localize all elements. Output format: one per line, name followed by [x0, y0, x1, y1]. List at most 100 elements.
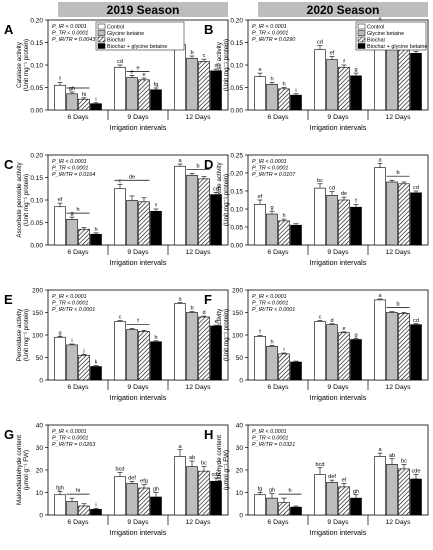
legend-label: Biochar	[107, 38, 125, 44]
x-tick-label: 12 Days	[186, 384, 212, 391]
stats-text: P_IR < 0.0001	[52, 429, 87, 435]
significance-letter: g	[58, 330, 61, 336]
bar	[198, 178, 210, 246]
bar	[398, 468, 410, 516]
legend-label: Biochar + glycine betaine	[107, 44, 167, 50]
legend-label: Biochar	[367, 38, 385, 44]
legend-swatch	[357, 36, 366, 43]
panel-letter: F	[204, 292, 212, 307]
x-tick-label: 9 Days	[327, 114, 349, 121]
significance-letter: cde	[211, 472, 220, 478]
y-tick-label: 0.15	[230, 40, 243, 47]
x-tick-label: 9 Days	[327, 519, 349, 526]
significance-letter: d	[214, 63, 217, 69]
significance-letter: a	[378, 17, 382, 23]
x-tick-label: 12 Days	[386, 249, 412, 256]
x-axis-label: Irrigation intervals	[310, 123, 367, 132]
bar	[266, 345, 278, 381]
y-tick-label: 30	[36, 445, 44, 452]
bar	[326, 59, 338, 111]
bar	[314, 321, 326, 381]
legend-label: Control	[367, 25, 384, 31]
bar	[326, 482, 338, 516]
legend-swatch	[97, 30, 106, 36]
bar	[278, 353, 290, 381]
legend-swatch	[357, 43, 366, 49]
stats-text: P_IR < 0.0001	[52, 294, 87, 300]
bar	[386, 312, 398, 381]
bar	[326, 195, 338, 246]
bar	[78, 354, 90, 381]
bar	[198, 470, 210, 516]
y-tick-label: 0.00	[230, 243, 243, 250]
y-axis-label-unit: (Unit mg⁻¹ protein)	[23, 309, 30, 361]
y-tick-label: 100	[32, 333, 43, 340]
significance-letter: efg	[140, 479, 148, 485]
y-tick-label: 40	[236, 423, 244, 430]
x-tick-label: 6 Days	[67, 114, 89, 121]
significance-letter: fg	[258, 487, 263, 493]
x-axis-label: Irrigation intervals	[310, 393, 367, 402]
significance-letter: ab	[189, 455, 195, 461]
bar	[186, 57, 198, 111]
y-tick-label: 0.05	[30, 85, 43, 92]
panel-letter: D	[204, 157, 213, 172]
bar	[266, 84, 278, 111]
bracket-letter: h	[288, 488, 291, 494]
y-axis-label-unit: (Unit mg⁻¹ protein)	[223, 39, 230, 91]
y-axis-label-unit: (Unit mg⁻¹ protein)	[223, 309, 230, 361]
legend-swatch	[97, 36, 106, 43]
stats-text: P_TR < 0.0001	[52, 166, 88, 172]
significance-letter: k	[95, 360, 98, 366]
legend-label: Glycine betaine	[107, 31, 144, 37]
significance-letter: g	[270, 205, 273, 211]
x-axis-label: Irrigation intervals	[110, 123, 167, 132]
significance-letter: c	[119, 315, 122, 321]
stats-text: P_IR < 0.0001	[52, 159, 87, 165]
significance-letter: de	[341, 191, 347, 197]
y-tick-label: 10	[236, 490, 244, 497]
y-axis-label: Peroxidase activity	[216, 308, 223, 361]
legend-swatch	[97, 43, 106, 49]
bar	[186, 466, 198, 516]
stats-text: P_IR/TR = 0.0164	[52, 172, 95, 178]
bar	[126, 77, 138, 111]
bar	[338, 66, 350, 111]
significance-letter: gh	[69, 86, 75, 92]
significance-letter: c	[203, 53, 206, 59]
significance-letter: ef	[330, 50, 335, 56]
bar	[254, 76, 266, 111]
bar	[78, 228, 90, 246]
bar	[266, 213, 278, 246]
bracket-letter: f	[137, 319, 139, 325]
significance-letter: e	[342, 326, 345, 332]
x-tick-label: 9 Days	[327, 384, 349, 391]
bar	[314, 474, 326, 516]
bar	[114, 476, 126, 516]
significance-letter: gh	[269, 488, 275, 494]
significance-letter: i	[283, 347, 284, 353]
x-tick-label: 6 Days	[267, 114, 289, 121]
significance-letter: e	[214, 319, 217, 325]
bar	[150, 210, 162, 246]
stats-text: P_TR < 0.0001	[52, 31, 88, 37]
significance-letter: cde	[411, 469, 420, 475]
bar	[410, 192, 422, 246]
significance-letter: cd	[413, 185, 419, 191]
y-tick-label: 0.10	[230, 207, 243, 214]
significance-letter: fg	[154, 82, 159, 88]
significance-letter: gh	[153, 487, 159, 493]
x-axis-label: Irrigation intervals	[310, 528, 367, 537]
bar	[290, 94, 302, 111]
y-tick-label: 0.05	[230, 85, 243, 92]
legend-label: Control	[107, 25, 124, 31]
x-axis-label: Irrigation intervals	[310, 258, 367, 267]
bar	[338, 486, 350, 516]
x-tick-label: 6 Days	[267, 249, 289, 256]
significance-letter: a	[178, 158, 182, 164]
significance-letter: c	[119, 178, 122, 184]
bar	[278, 220, 290, 246]
y-axis-label: Malondialdehyde content	[216, 435, 223, 505]
